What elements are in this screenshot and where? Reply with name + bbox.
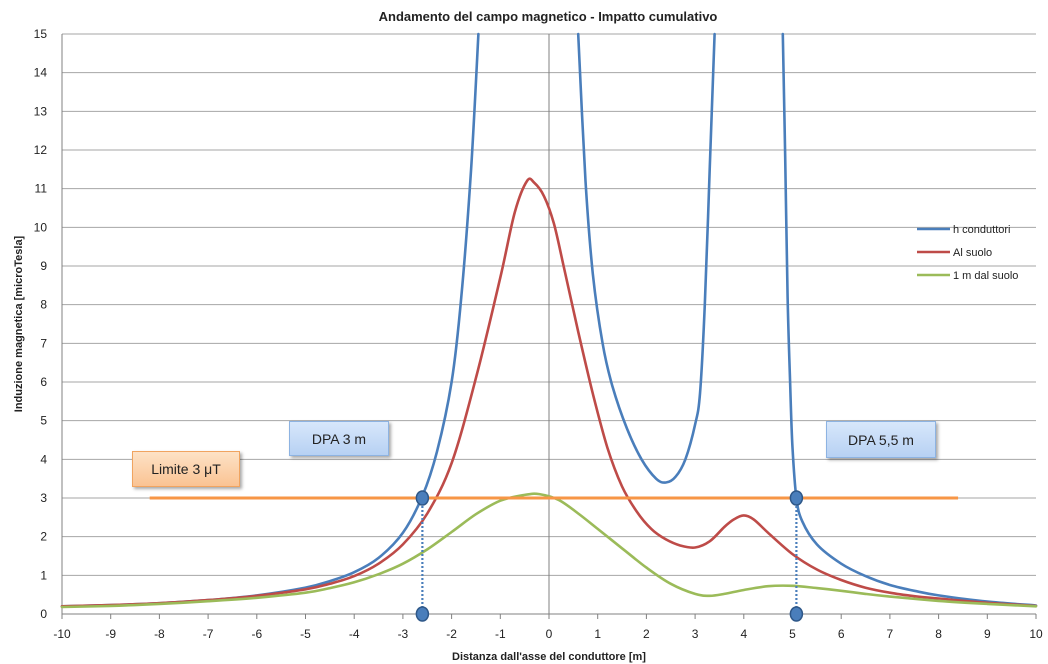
series-line-3-segment-1 (60, 492, 1038, 609)
series-line-2-segment-1 (60, 177, 1038, 608)
x-tick-label: 2 (643, 627, 650, 641)
dpa-point-bottom-1 (415, 606, 430, 622)
y-tick-label: 15 (34, 27, 48, 41)
x-tick-label: -7 (203, 627, 214, 641)
y-tick-label: 8 (40, 298, 47, 312)
x-tick-label: -5 (300, 627, 311, 641)
series-line-1-segment-2 (576, 32, 716, 484)
axes (61, 34, 1037, 619)
y-tick-label: 0 (40, 607, 47, 621)
x-tick-label: 10 (1029, 627, 1043, 641)
x-tick-label: -6 (251, 627, 262, 641)
x-tick-labels: -10 -9 -8 -7 -6 -5 -4 -3 -2 -1 0 1 2 3 4 5 6 7 8 9 10 (53, 627, 1043, 641)
x-tick-label: 0 (546, 627, 553, 641)
dpa-right-label: DPA 5,5 m (826, 421, 936, 458)
x-tick-label: -2 (446, 627, 457, 641)
y-tick-label: 13 (34, 104, 48, 118)
x-tick-label: -8 (154, 627, 165, 641)
y-tick-label: 4 (40, 452, 47, 466)
y-tick-label: 7 (40, 336, 47, 350)
y-tick-label: 14 (34, 66, 48, 80)
x-tick-label: 6 (838, 627, 845, 641)
x-tick-label: 1 (594, 627, 601, 641)
x-tick-label: -4 (349, 627, 360, 641)
x-tick-label: 9 (984, 627, 991, 641)
x-tick-label: 3 (692, 627, 699, 641)
x-tick-label: -10 (53, 627, 71, 641)
dpa-point-top-2 (789, 490, 804, 506)
y-axis-label: Induzione magnetica [microTesla] (13, 235, 25, 412)
y-tick-label: 12 (34, 143, 48, 157)
y-tick-label: 1 (40, 568, 47, 582)
y-tick-label: 3 (40, 491, 47, 505)
x-tick-label: 8 (935, 627, 942, 641)
x-tick-label: -3 (398, 627, 409, 641)
dpa-point-bottom-2 (789, 606, 804, 622)
chart-title: Andamento del campo magnetico - Impatto … (379, 9, 718, 24)
x-tick-label: -1 (495, 627, 506, 641)
x-tick-label: 5 (789, 627, 796, 641)
x-tick-label: -9 (105, 627, 116, 641)
legend-label-3: 1 m dal suolo (953, 270, 1018, 282)
dpa-point-top-1 (415, 490, 430, 506)
x-tick-label: 7 (887, 627, 894, 641)
y-tick-label: 9 (40, 259, 47, 273)
y-tick-label: 2 (40, 530, 47, 544)
series-lines (60, 32, 1038, 609)
y-tick-label: 10 (34, 220, 48, 234)
y-tick-label: 6 (40, 375, 47, 389)
dpa-left-label: DPA 3 m (289, 421, 389, 456)
limit-label: Limite 3 μT (132, 451, 240, 487)
series-line-1-segment-3 (781, 32, 1038, 607)
dpa-markers (415, 490, 804, 622)
series-line-1-segment-1 (60, 32, 480, 608)
x-tick-label: 4 (740, 627, 747, 641)
y-tick-label: 11 (35, 182, 48, 196)
legend-label-2: Al suolo (953, 247, 992, 259)
legend-label-1: h conduttori (953, 224, 1010, 236)
legend: h conduttori Al suolo 1 m dal suolo (917, 224, 1018, 282)
x-axis-label: Distanza dall'asse del conduttore [m] (452, 651, 646, 663)
y-tick-label: 5 (40, 414, 47, 428)
